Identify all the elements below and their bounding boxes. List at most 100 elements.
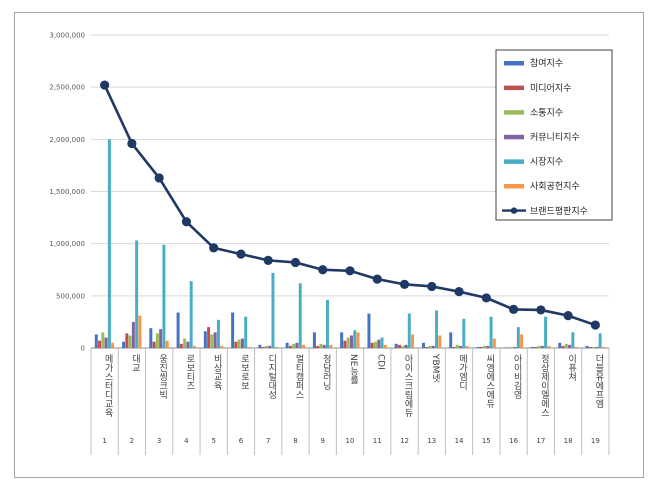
bar-6: [520, 334, 524, 348]
bar-5: [380, 337, 384, 348]
bar-6: [247, 346, 251, 348]
bar-6: [411, 334, 415, 348]
y-tick-label: 500,000: [56, 292, 85, 300]
bar-6: [438, 335, 442, 348]
legend-label: 참여지수: [530, 57, 563, 69]
bar-6: [192, 345, 196, 348]
bar-5: [462, 318, 466, 348]
bar-3: [292, 343, 296, 348]
line-point: [536, 305, 546, 315]
category-label: 메가엠디: [457, 354, 467, 391]
bar-2: [479, 346, 483, 348]
bar-2: [234, 341, 238, 348]
category-number: 1: [102, 437, 106, 445]
bar-3: [483, 345, 487, 348]
bar-3: [155, 333, 159, 348]
legend-label: 미디어지수: [530, 83, 571, 94]
bar-2: [207, 327, 211, 348]
y-tick-label: 1,000,000: [49, 240, 85, 248]
bar-5: [353, 330, 357, 348]
category-label: 더블유에프엠: [593, 354, 603, 408]
bar-5: [135, 240, 139, 348]
line-point: [209, 243, 219, 253]
line-point: [290, 257, 301, 268]
bar-5: [244, 316, 248, 348]
bar-4: [186, 341, 190, 348]
category-label: 아이스크림에듀: [403, 354, 413, 418]
bar-5: [216, 319, 220, 348]
category-label: NE능률: [348, 354, 358, 384]
category-number: 6: [239, 437, 244, 445]
bar-4: [213, 332, 217, 348]
bar-2: [588, 346, 592, 348]
bar-1: [585, 345, 589, 348]
bar-3: [210, 334, 214, 348]
category-number: 3: [157, 437, 161, 445]
bar-4: [568, 344, 572, 348]
bar-4: [595, 346, 599, 348]
y-tick-label: 2,000,000: [49, 136, 85, 144]
bar-2: [507, 347, 511, 348]
bar-2: [316, 345, 320, 348]
bar-3: [592, 346, 596, 348]
bar-5: [271, 272, 275, 348]
bar-1: [203, 331, 207, 348]
category-number: 18: [564, 437, 573, 445]
bar-2: [343, 340, 347, 348]
bar-3: [237, 339, 241, 348]
bar-6: [165, 340, 169, 348]
category-label: 멀티캠퍼스: [293, 353, 303, 399]
y-tick-label: 1,500,000: [49, 188, 85, 196]
category-label: 청담러닝: [321, 354, 331, 390]
bar-6: [547, 345, 551, 348]
bar-1: [340, 332, 344, 348]
bar-4: [377, 339, 381, 348]
line-point: [481, 293, 491, 303]
bar-4: [159, 329, 163, 348]
bar-6: [492, 338, 496, 348]
legend-label: 커뮤니티지수: [530, 132, 580, 143]
legend-swatch: [504, 184, 524, 189]
bar-5: [189, 281, 193, 348]
category-label: 웅진씽크빅: [157, 354, 167, 400]
category-label: 로보로보: [239, 354, 249, 390]
bar-1: [149, 328, 153, 348]
y-tick-label: 3,000,000: [49, 32, 85, 40]
bar-2: [261, 346, 265, 348]
bar-3: [455, 344, 459, 348]
bar-5: [598, 333, 602, 348]
bar-3: [319, 343, 323, 348]
legend-swatch: [504, 110, 524, 115]
bar-2: [561, 345, 565, 348]
bar-6: [302, 344, 305, 348]
line-point: [590, 320, 600, 330]
bar-2: [288, 345, 292, 348]
category-number: 9: [321, 437, 325, 445]
line-point: [372, 274, 382, 284]
legend-label: 소통지수: [530, 107, 563, 118]
bar-5: [435, 310, 439, 348]
bar-4: [295, 342, 299, 348]
category-number: 12: [400, 437, 409, 445]
category-label: CDI: [375, 354, 385, 370]
line-point: [508, 304, 519, 314]
bar-2: [534, 346, 538, 348]
y-tick-label: 0: [81, 345, 85, 353]
bar-5: [544, 316, 548, 348]
bar-3: [264, 345, 268, 348]
bar-1: [558, 342, 562, 348]
bar-1: [476, 346, 480, 348]
category-label: YBM넷: [430, 353, 440, 383]
category-number: 14: [455, 437, 464, 445]
line-point: [399, 279, 410, 289]
bar-5: [326, 300, 329, 348]
bar-3: [128, 335, 132, 348]
bar-6: [574, 346, 578, 348]
bar-2: [425, 346, 429, 348]
legend-swatch: [504, 159, 524, 164]
bar-3: [346, 337, 350, 348]
category-label: 로보티즈: [184, 354, 194, 390]
line-point: [563, 311, 573, 321]
bar-5: [571, 332, 575, 348]
